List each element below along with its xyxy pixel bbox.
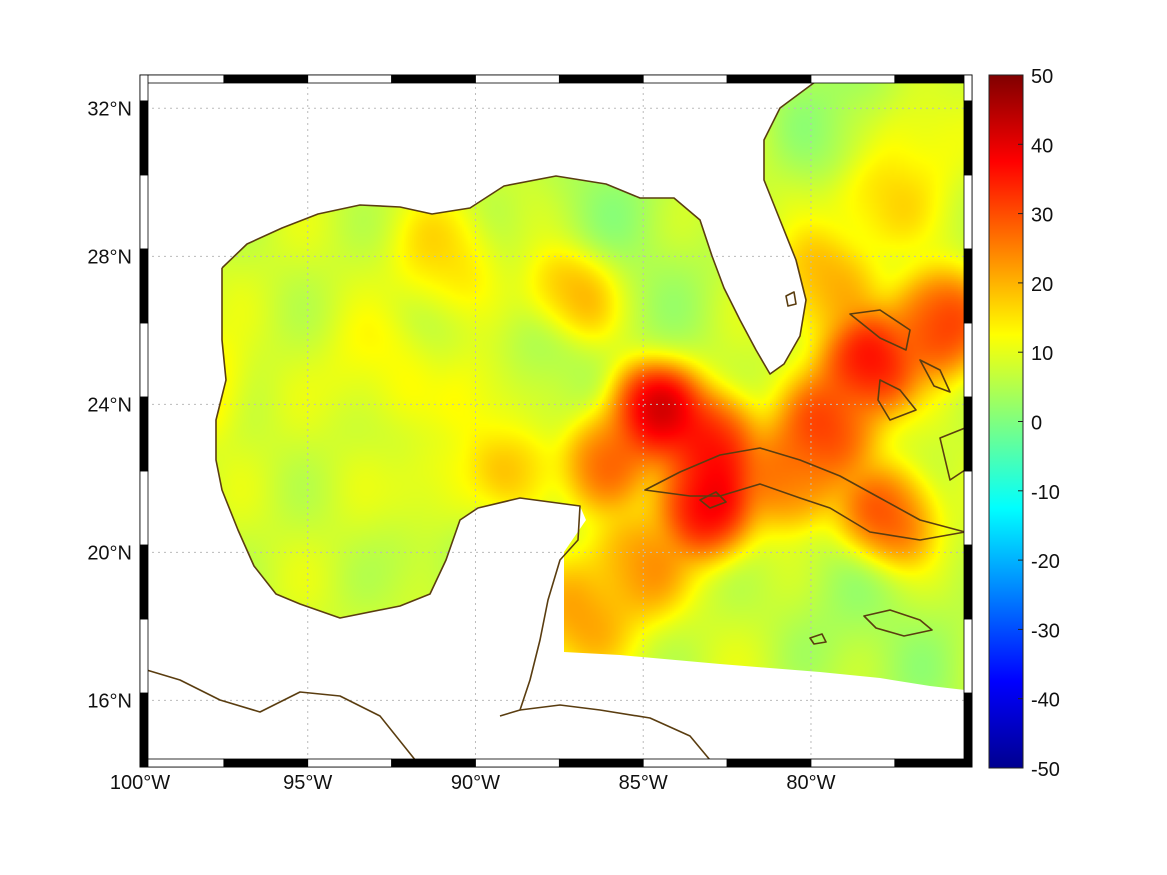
sst-field-image [216,82,965,690]
frame-segment [307,74,393,84]
frame-segment [894,758,973,768]
y-tick-label: 28°N [87,246,132,268]
colorbar-ticks: 50 40 30 20 10 0 -10 -20 -30 -40 -50 [1018,66,1060,781]
frame-segment [139,248,149,324]
sst-field [216,82,965,690]
jamaica-coast [863,609,933,637]
colorbar-tick-label: 10 [1031,343,1053,365]
frame-segment [139,100,149,176]
frame-segment [963,618,973,694]
map-frame [139,74,973,768]
frame-segment [963,100,973,176]
frame-segment [810,74,896,84]
colorbar-tick-label: -20 [1031,551,1060,573]
central-america-caribbean-coast [519,704,711,761]
frame-segment [963,544,973,620]
frame-segment [726,758,812,768]
colorbar-tick-label: -10 [1031,482,1060,504]
frame-segment [307,758,393,768]
lake-okeechobee-coast [785,291,797,307]
frame-segment [558,758,644,768]
colorbar-tick-label: 20 [1031,274,1053,296]
frame-segment [139,692,149,768]
y-tick-label: 20°N [87,542,132,564]
colorbar-tick-label: -40 [1031,690,1060,712]
colorbar-tick-label: 40 [1031,135,1053,157]
cayman-islands-coast [809,633,827,645]
y-tick-label: 24°N [87,394,132,416]
latitude-ticks: 16°N 20°N 24°N 28°N 32°N [87,98,132,712]
frame-segment [139,174,149,250]
cuba-coast [644,447,966,541]
frame-segment [963,692,973,768]
gulf-coast-north [221,81,816,375]
bahamas-coast-1 [849,309,911,351]
bahamas-coast-3 [919,359,951,393]
longitude-ticks: 100°W 95°W 90°W 85°W 80°W [110,772,836,794]
frame-segment [642,758,728,768]
frame-segment [558,74,644,84]
colorbar-tick-label: -30 [1031,620,1060,642]
frame-segment [726,74,812,84]
frame-segment [139,396,149,472]
colorbar [988,74,1024,769]
x-tick-label: 90°W [451,772,500,794]
frame-segment [963,74,973,102]
frame-segment [963,396,973,472]
x-tick-label: 95°W [283,772,332,794]
frame-segment [223,758,309,768]
central-america-pacific-coast [139,667,421,767]
frame-segment [963,322,973,398]
x-tick-label: 100°W [110,772,170,794]
frame-segment [139,544,149,620]
frame-segment [223,74,309,84]
frame-segment [391,758,476,768]
frame-segment [963,248,973,324]
bahamas-coast-2 [877,379,917,421]
frame-segment [475,74,560,84]
x-tick-label: 80°W [786,772,835,794]
frame-segment [139,74,149,102]
y-tick-label: 16°N [87,690,132,712]
map-grid [140,75,972,767]
frame-segment [139,618,149,694]
colorbar-tick-label: 0 [1031,413,1042,435]
frame-segment [139,470,149,546]
frame-segment [963,470,973,546]
frame-segment [963,174,973,250]
frame-segment [894,74,973,84]
frame-segment [139,74,225,84]
frame-segment [475,758,560,768]
colorbar-tick-label: -50 [1031,759,1060,781]
y-tick-label: 32°N [87,98,132,120]
isle-of-youth-coast [699,491,727,509]
frame-segment [810,758,896,768]
frame-segment [139,322,149,398]
colorbar-tick-label: 30 [1031,205,1053,227]
colorbar-tick-label: 50 [1031,66,1053,88]
frame-segment [642,74,728,84]
frame-segment [139,758,225,768]
x-tick-label: 85°W [619,772,668,794]
mexico-gulf-coast [215,268,581,717]
frame-segment [391,74,476,84]
